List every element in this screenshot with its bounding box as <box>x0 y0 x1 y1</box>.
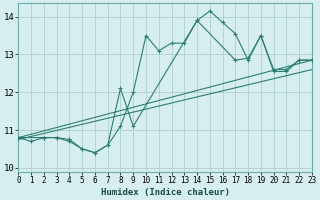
X-axis label: Humidex (Indice chaleur): Humidex (Indice chaleur) <box>101 188 230 197</box>
